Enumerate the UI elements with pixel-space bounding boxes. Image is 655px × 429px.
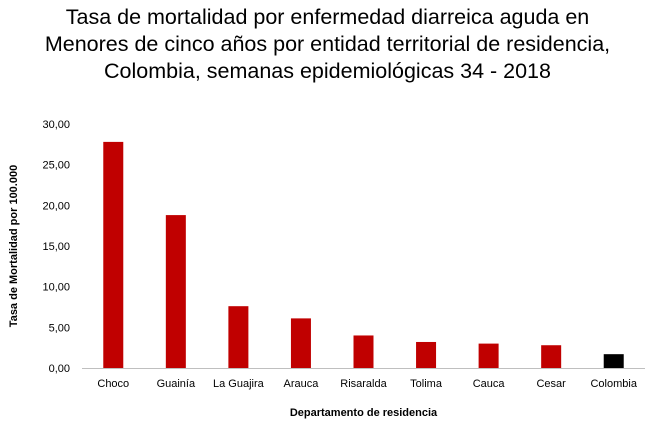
y-axis-ticks: 0,00 5,00 10,00 15,00 20,00 25,00 30,00 [42, 119, 70, 375]
bar-arauca [290, 318, 311, 368]
x-tick-label: Cauca [473, 378, 506, 390]
x-tick-label: Cesar [536, 378, 566, 390]
y-tick-label: 0,00 [49, 363, 70, 375]
y-tick-label: 30,00 [42, 119, 70, 131]
bar-cesar [541, 345, 562, 368]
x-tick-label: Choco [97, 378, 129, 390]
bar-tolima [416, 341, 437, 368]
y-tick-label: 20,00 [42, 200, 70, 212]
y-tick-label: 5,00 [49, 322, 70, 334]
y-tick-label: 15,00 [42, 241, 70, 253]
bars [103, 141, 624, 368]
y-tick-label: 25,00 [42, 160, 70, 172]
x-tick-label: Guainía [157, 378, 196, 390]
bar-colombia [603, 354, 624, 368]
chart-title: Tasa de mortalidad por enfermedad diarre… [0, 4, 655, 85]
chart-title-line-1: Tasa de mortalidad por enfermedad diarre… [65, 5, 590, 29]
bar-risaralda [353, 335, 374, 368]
x-tick-label: Colombia [590, 378, 637, 390]
chart-title-line-2: Menores de cinco años por entidad territ… [44, 32, 611, 56]
x-tick-label: Tolima [410, 378, 443, 390]
y-axis-title: Tasa de Mortalidad por 100.000 [8, 165, 20, 327]
bar-guain-a [165, 215, 186, 368]
x-tick-label: La Guajira [213, 378, 265, 390]
bar-cauca [478, 343, 499, 368]
x-tick-label: Arauca [284, 378, 320, 390]
bar-choco [103, 141, 124, 368]
x-axis-ticks: Choco Guainía La Guajira Arauca Risaralda Tol… [97, 378, 637, 390]
x-axis-title: Departamento de residencia [290, 407, 438, 419]
x-tick-label: Risaralda [340, 378, 387, 390]
y-tick-label: 10,00 [42, 282, 70, 294]
bar-la-guajira [228, 306, 249, 368]
chart-title-line-3: Colombia, semanas epidemiológicas 34 - 2… [104, 59, 551, 83]
